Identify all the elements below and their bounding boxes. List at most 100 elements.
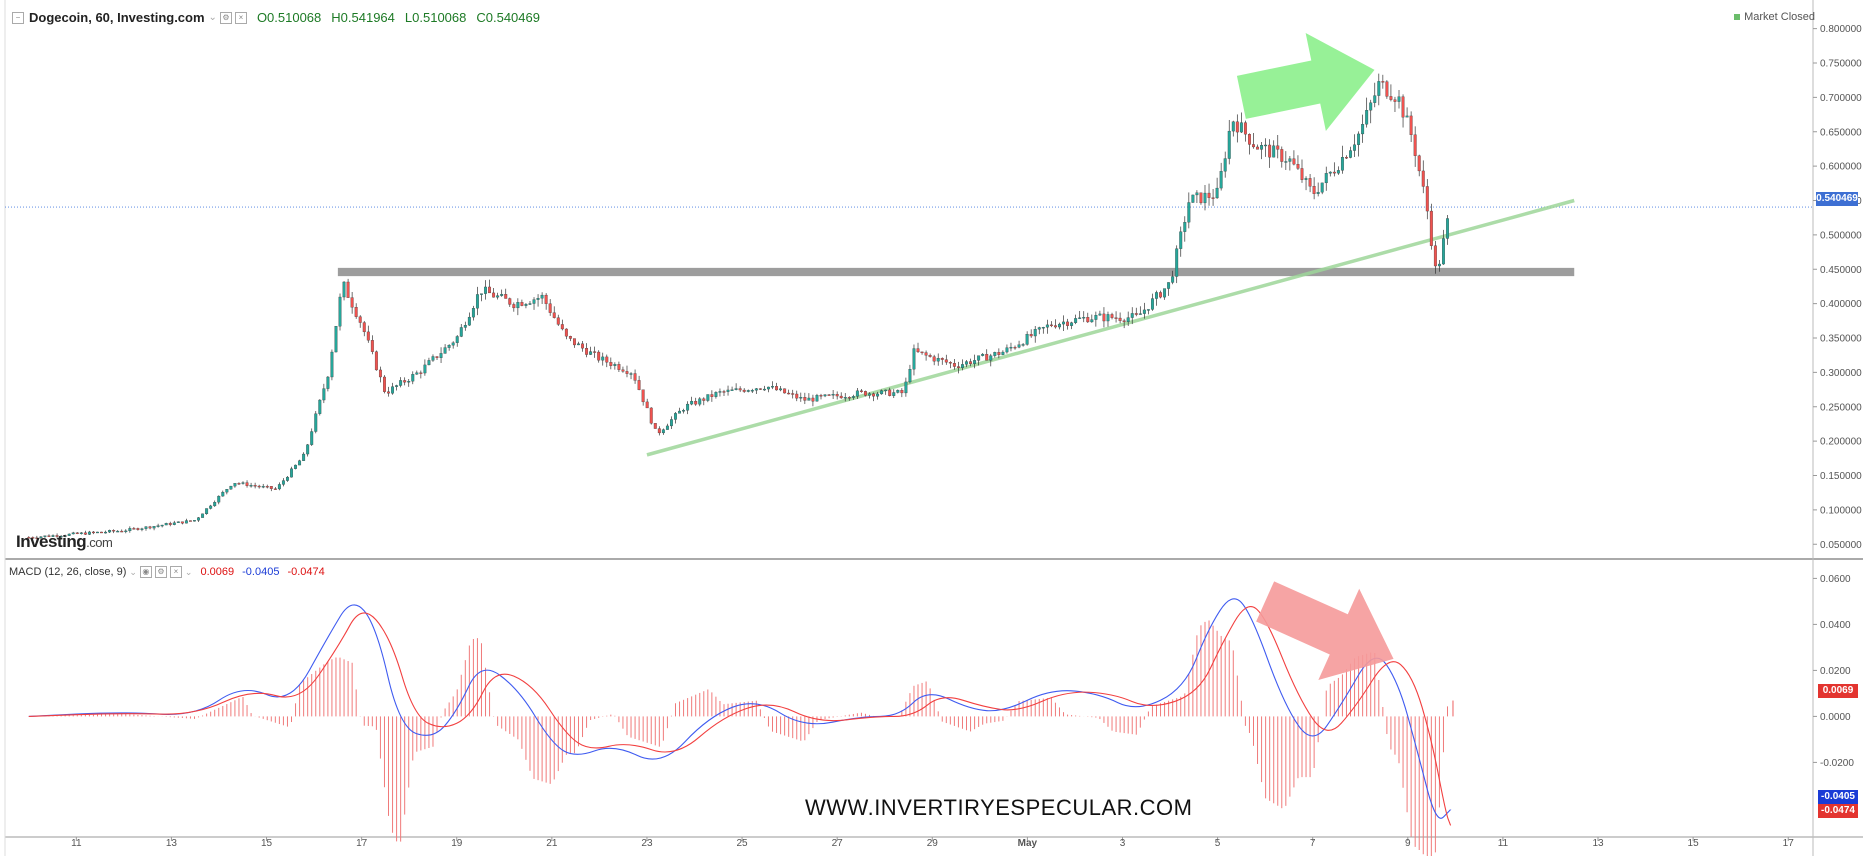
candle-body [1013,346,1017,349]
market-status-label: Market Closed [1744,11,1815,23]
y-tick-label: 0.650000 [1820,127,1862,138]
candle-body [374,351,378,371]
candle-body [411,374,415,382]
candle-body [819,395,823,397]
macd-signal-value: -0.0474 [287,566,325,578]
candle-body [176,521,180,523]
settings-icon[interactable]: ⚙ [154,566,167,578]
candle-body [560,324,564,330]
close-icon[interactable]: × [234,11,247,24]
x-tick-label: 19 [451,838,463,849]
candle-body [1183,222,1187,232]
candle-body [625,371,629,374]
macd-y-tick-label: 0.0200 [1820,666,1851,677]
price-badge: 0.540469 [1816,192,1858,206]
candle-body [613,364,617,366]
candle-body [649,407,653,424]
candle-body [1203,192,1207,204]
candle-body [985,353,989,361]
candle-body [1308,178,1312,187]
candle-body [237,483,241,485]
close-icon[interactable]: × [169,566,182,578]
signal-line [28,606,1452,826]
candle-body [1377,81,1381,96]
candle-body [1179,231,1183,249]
candle-body [1126,317,1130,322]
x-tick-label: 21 [546,838,558,849]
candle-body [686,403,690,411]
collapse-icon[interactable]: − [12,11,24,24]
x-tick-label: 11 [1498,838,1509,849]
candle-body [1385,81,1389,97]
candle-body [277,484,281,490]
candle-body [172,522,176,525]
macd-line [28,598,1452,819]
candle-body [775,386,778,391]
candle-body [1401,96,1405,118]
candle-body [528,303,532,305]
candle-body [730,389,734,391]
candle-body [257,485,261,488]
candle-body [1417,155,1421,172]
x-tick-label: 29 [927,838,939,849]
status-dot-icon [1734,14,1741,20]
candle-body [892,392,896,396]
candle-body [140,528,144,530]
candle-body [993,352,997,356]
candle-body [952,363,956,367]
candle-body [1082,317,1086,319]
candle-body [1005,347,1009,353]
candle-body [548,303,552,313]
candle-body [585,348,589,355]
candle-body [544,294,548,304]
candle-body [1231,121,1235,132]
candle-body [1425,186,1429,212]
candle-body [969,361,973,364]
candle-body [488,286,492,294]
candle-body [471,308,475,318]
more-icon[interactable]: ⌄ [184,566,193,577]
candle-body [961,364,964,368]
candle-body [1146,309,1150,311]
candle-body [475,294,479,309]
candle-body [492,292,496,298]
logo-brand: Investing [16,532,87,551]
candle-body [1312,186,1316,194]
eye-icon[interactable]: ◉ [139,566,152,578]
candle-body [164,523,168,526]
candle-body [1345,157,1348,159]
candle-body [273,488,277,490]
down-arrow-icon [1256,581,1394,681]
macd-hist-value: 0.0069 [200,566,235,578]
dropdown-icon[interactable]: ⌄ [208,12,217,23]
candle-body [415,372,419,375]
settings-icon[interactable]: ⚙ [219,11,232,24]
candle-body [754,388,758,391]
candle-body [973,360,977,364]
candle-body [811,397,815,402]
macd-label[interactable]: MACD (12, 26, close, 9) [9,566,127,578]
candle-body [451,342,455,346]
candle-body [67,533,71,536]
candle-body [637,380,641,390]
candle-body [1086,317,1090,323]
candle-body [108,530,112,533]
candle-body [1191,194,1195,203]
symbol-title[interactable]: Dogecoin, 60, Investing.com [29,10,205,25]
candle-body [427,360,431,366]
candle-body [1389,96,1393,100]
candle-body [439,353,443,358]
candle-body [1239,122,1243,133]
x-tick-label: 7 [1310,838,1316,849]
candle-body [795,393,799,399]
candle-body [617,364,621,370]
candle-body [1227,130,1231,159]
candle-body [674,413,677,420]
candle-body [520,302,524,306]
dropdown-icon[interactable]: ⌄ [129,566,137,577]
candle-body [346,281,350,298]
candle-body [39,536,43,539]
candle-body [1049,324,1053,327]
candle-body [605,356,609,363]
candle-body [354,307,358,317]
